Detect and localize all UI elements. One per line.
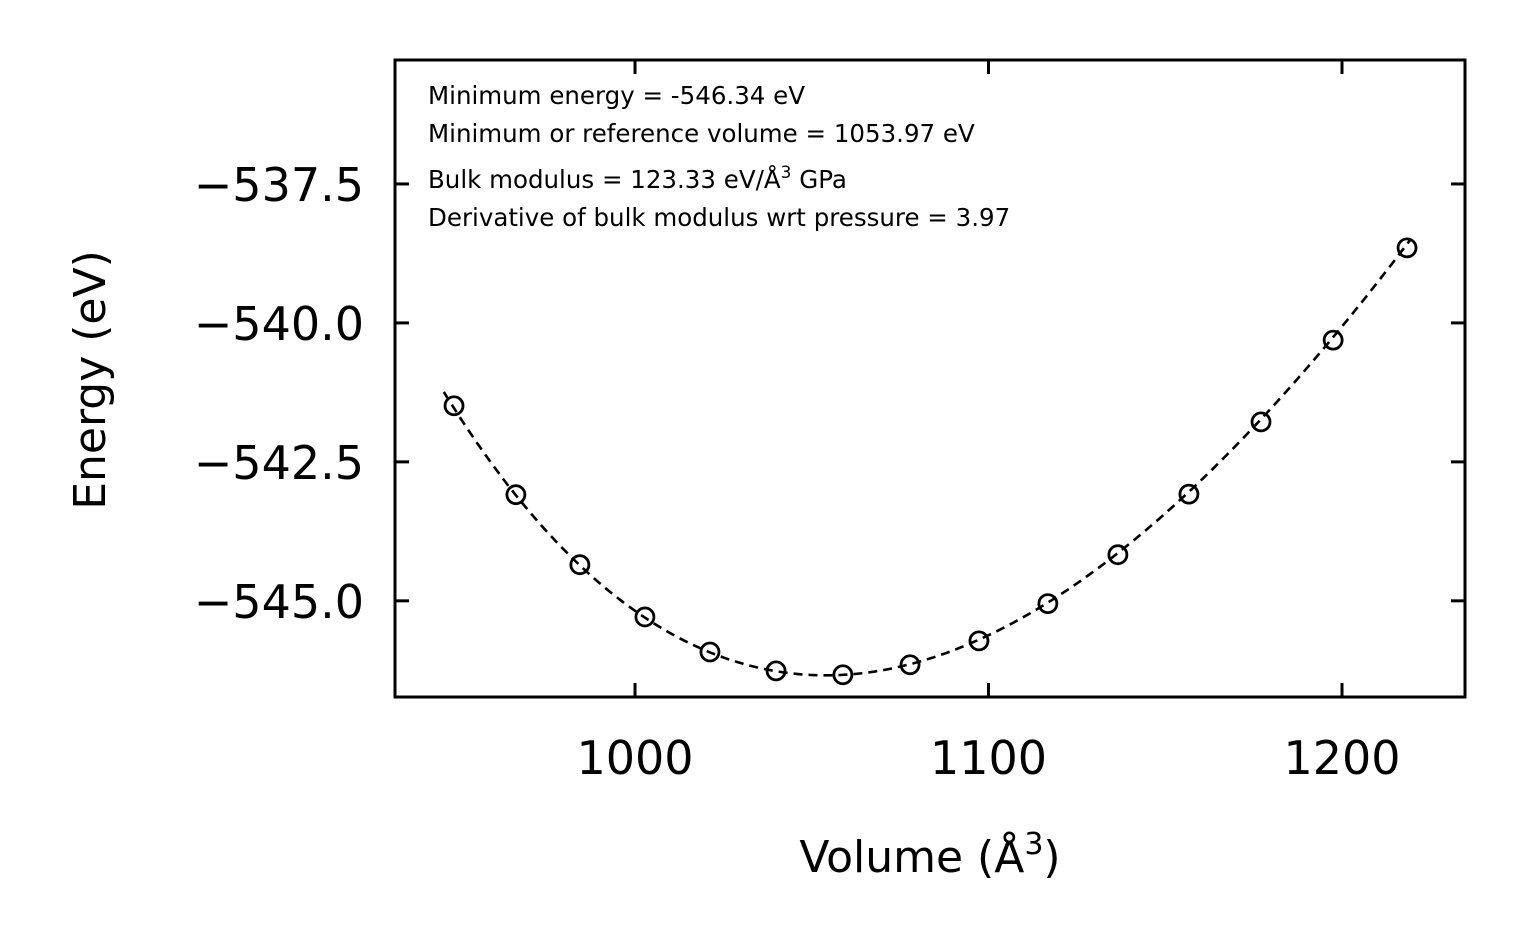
data-point: [1250, 411, 1272, 433]
y-tick-label: −540.0: [194, 297, 364, 351]
x-axis-label: Volume (Å3): [799, 827, 1060, 883]
x-tick-label: 1100: [930, 731, 1047, 785]
data-point: [699, 641, 721, 663]
y-axis-label: Energy (eV): [65, 250, 116, 510]
annotation-min-energy: Minimum energy = -546.34 eV: [428, 81, 805, 110]
data-point: [832, 664, 854, 686]
data-point: [634, 606, 656, 628]
data-point: [968, 630, 990, 652]
data-point: [443, 395, 465, 417]
data-point: [765, 660, 787, 682]
annotation-bulk-modulus: Bulk modulus = 123.33 eV/Å3 GPa: [428, 163, 847, 194]
y-tick-label: −542.5: [194, 436, 364, 490]
fit-curve: [442, 238, 1412, 677]
data-point: [569, 554, 591, 576]
annotation-min-volume: Minimum or reference volume = 1053.97 eV: [428, 119, 975, 148]
data-point: [1037, 593, 1059, 615]
y-tick-label: −545.0: [194, 575, 364, 629]
data-point: [1322, 329, 1344, 351]
data-point: [1396, 237, 1418, 259]
data-point: [899, 654, 921, 676]
x-tick-label: 1200: [1283, 731, 1400, 785]
plot-frame: [393, 58, 1467, 699]
data-point: [1178, 483, 1200, 505]
data-point: [505, 484, 527, 506]
y-tick-label: −537.5: [194, 158, 364, 212]
annotation-bulk-derivative: Derivative of bulk modulus wrt pressure …: [428, 203, 1010, 232]
x-tick-label: 1000: [576, 731, 693, 785]
data-point: [1107, 544, 1129, 566]
